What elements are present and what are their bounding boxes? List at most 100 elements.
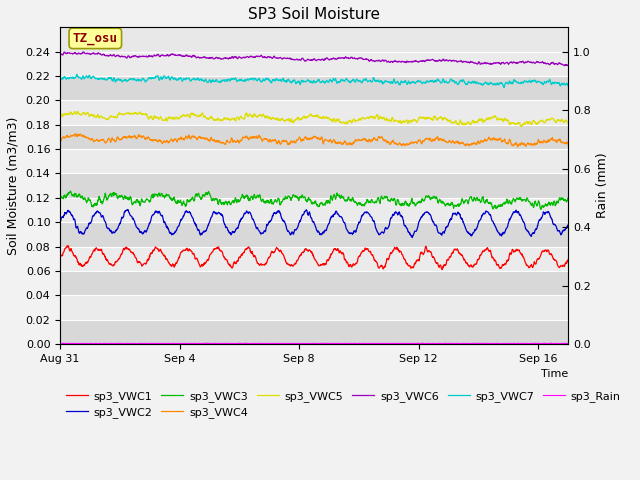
Line: sp3_VWC5: sp3_VWC5 bbox=[60, 111, 568, 127]
sp3_VWC2 bbox=[564, 222, 572, 228]
sp3_VWC6 bbox=[140, 53, 148, 59]
sp3_VWC7 bbox=[500, 85, 508, 91]
sp3_VWC5 bbox=[140, 111, 148, 117]
Title: SP3 Soil Moisture: SP3 Soil Moisture bbox=[248, 7, 380, 22]
sp3_VWC4 bbox=[170, 138, 177, 144]
Y-axis label: Rain (mm): Rain (mm) bbox=[596, 153, 609, 218]
Line: sp3_Rain: sp3_Rain bbox=[60, 343, 568, 344]
sp3_VWC2 bbox=[408, 235, 416, 240]
sp3_VWC2 bbox=[170, 231, 177, 237]
sp3_VWC5 bbox=[330, 118, 337, 123]
sp3_VWC1 bbox=[453, 246, 461, 252]
sp3_Rain bbox=[243, 340, 250, 346]
sp3_VWC5 bbox=[453, 120, 461, 126]
sp3_VWC6 bbox=[561, 63, 568, 69]
sp3_Rain bbox=[70, 340, 78, 346]
sp3_VWC1 bbox=[564, 256, 572, 262]
sp3_VWC1 bbox=[438, 267, 446, 273]
sp3_VWC4 bbox=[453, 139, 461, 145]
sp3_VWC2 bbox=[330, 212, 337, 217]
sp3_Rain bbox=[184, 340, 191, 346]
sp3_VWC5 bbox=[56, 112, 64, 118]
sp3_VWC5 bbox=[564, 120, 572, 126]
sp3_VWC6 bbox=[564, 62, 572, 68]
sp3_VWC3 bbox=[564, 196, 572, 202]
sp3_VWC3 bbox=[170, 197, 177, 203]
Y-axis label: Soil Moisture (m3/m3): Soil Moisture (m3/m3) bbox=[7, 117, 20, 255]
sp3_VWC7 bbox=[330, 75, 337, 81]
sp3_VWC2 bbox=[140, 230, 148, 236]
Bar bbox=[60, 295, 568, 320]
Bar bbox=[60, 247, 568, 271]
sp3_VWC3 bbox=[67, 188, 74, 194]
sp3_VWC6 bbox=[170, 51, 177, 57]
Line: sp3_VWC1: sp3_VWC1 bbox=[60, 246, 568, 270]
sp3_VWC2 bbox=[453, 211, 461, 217]
sp3_VWC4 bbox=[70, 132, 78, 138]
sp3_VWC7 bbox=[56, 77, 64, 83]
Text: TZ_osu: TZ_osu bbox=[73, 32, 118, 45]
sp3_VWC4 bbox=[330, 137, 337, 143]
sp3_Rain bbox=[564, 341, 572, 347]
sp3_VWC3 bbox=[537, 206, 545, 212]
sp3_VWC3 bbox=[184, 198, 191, 204]
Legend: sp3_VWC1, sp3_VWC2, sp3_VWC3, sp3_VWC4, sp3_VWC5, sp3_VWC6, sp3_VWC7, sp3_Rain: sp3_VWC1, sp3_VWC2, sp3_VWC3, sp3_VWC4, … bbox=[66, 391, 621, 418]
sp3_VWC6 bbox=[80, 49, 88, 55]
Bar bbox=[60, 76, 568, 100]
sp3_VWC7 bbox=[140, 77, 148, 83]
sp3_VWC1 bbox=[70, 253, 78, 259]
sp3_VWC4 bbox=[184, 135, 191, 141]
Line: sp3_VWC6: sp3_VWC6 bbox=[60, 52, 568, 66]
sp3_VWC3 bbox=[70, 193, 78, 199]
sp3_VWC2 bbox=[184, 209, 191, 215]
sp3_VWC1 bbox=[56, 253, 64, 259]
sp3_Rain bbox=[169, 341, 177, 347]
sp3_VWC4 bbox=[56, 137, 64, 143]
Bar bbox=[60, 100, 568, 125]
Bar bbox=[60, 222, 568, 247]
sp3_VWC4 bbox=[72, 131, 79, 137]
sp3_Rain bbox=[330, 341, 337, 347]
sp3_VWC5 bbox=[70, 110, 78, 116]
sp3_VWC6 bbox=[70, 50, 78, 56]
sp3_VWC1 bbox=[184, 247, 191, 252]
sp3_VWC5 bbox=[517, 124, 525, 130]
sp3_VWC6 bbox=[56, 51, 64, 57]
sp3_Rain bbox=[56, 340, 64, 346]
Line: sp3_VWC2: sp3_VWC2 bbox=[60, 209, 568, 238]
sp3_VWC6 bbox=[184, 53, 191, 59]
sp3_VWC7 bbox=[170, 75, 177, 81]
sp3_VWC3 bbox=[140, 199, 148, 205]
Bar bbox=[60, 149, 568, 173]
sp3_VWC6 bbox=[330, 55, 337, 61]
Bar bbox=[60, 320, 568, 344]
sp3_VWC1 bbox=[140, 261, 148, 267]
sp3_VWC4 bbox=[514, 144, 522, 150]
sp3_Rain bbox=[140, 340, 147, 346]
sp3_VWC3 bbox=[453, 203, 461, 208]
sp3_VWC1 bbox=[330, 248, 337, 253]
sp3_VWC6 bbox=[453, 59, 461, 64]
sp3_VWC7 bbox=[184, 75, 191, 81]
sp3_VWC7 bbox=[70, 75, 78, 81]
Bar bbox=[60, 125, 568, 149]
sp3_Rain bbox=[373, 341, 381, 347]
sp3_VWC3 bbox=[56, 197, 64, 203]
sp3_VWC7 bbox=[453, 80, 461, 86]
Bar bbox=[60, 198, 568, 222]
sp3_VWC2 bbox=[56, 219, 64, 225]
sp3_VWC7 bbox=[564, 84, 572, 89]
sp3_VWC5 bbox=[184, 112, 191, 118]
sp3_VWC4 bbox=[140, 134, 148, 140]
sp3_VWC7 bbox=[73, 72, 81, 77]
sp3_VWC4 bbox=[564, 142, 572, 148]
sp3_VWC2 bbox=[70, 216, 78, 222]
Bar bbox=[60, 173, 568, 198]
Bar bbox=[60, 271, 568, 295]
sp3_VWC1 bbox=[170, 262, 177, 267]
Bar bbox=[60, 52, 568, 76]
Line: sp3_VWC3: sp3_VWC3 bbox=[60, 191, 568, 209]
Line: sp3_VWC7: sp3_VWC7 bbox=[60, 74, 568, 88]
Line: sp3_VWC4: sp3_VWC4 bbox=[60, 134, 568, 147]
sp3_Rain bbox=[453, 340, 461, 346]
